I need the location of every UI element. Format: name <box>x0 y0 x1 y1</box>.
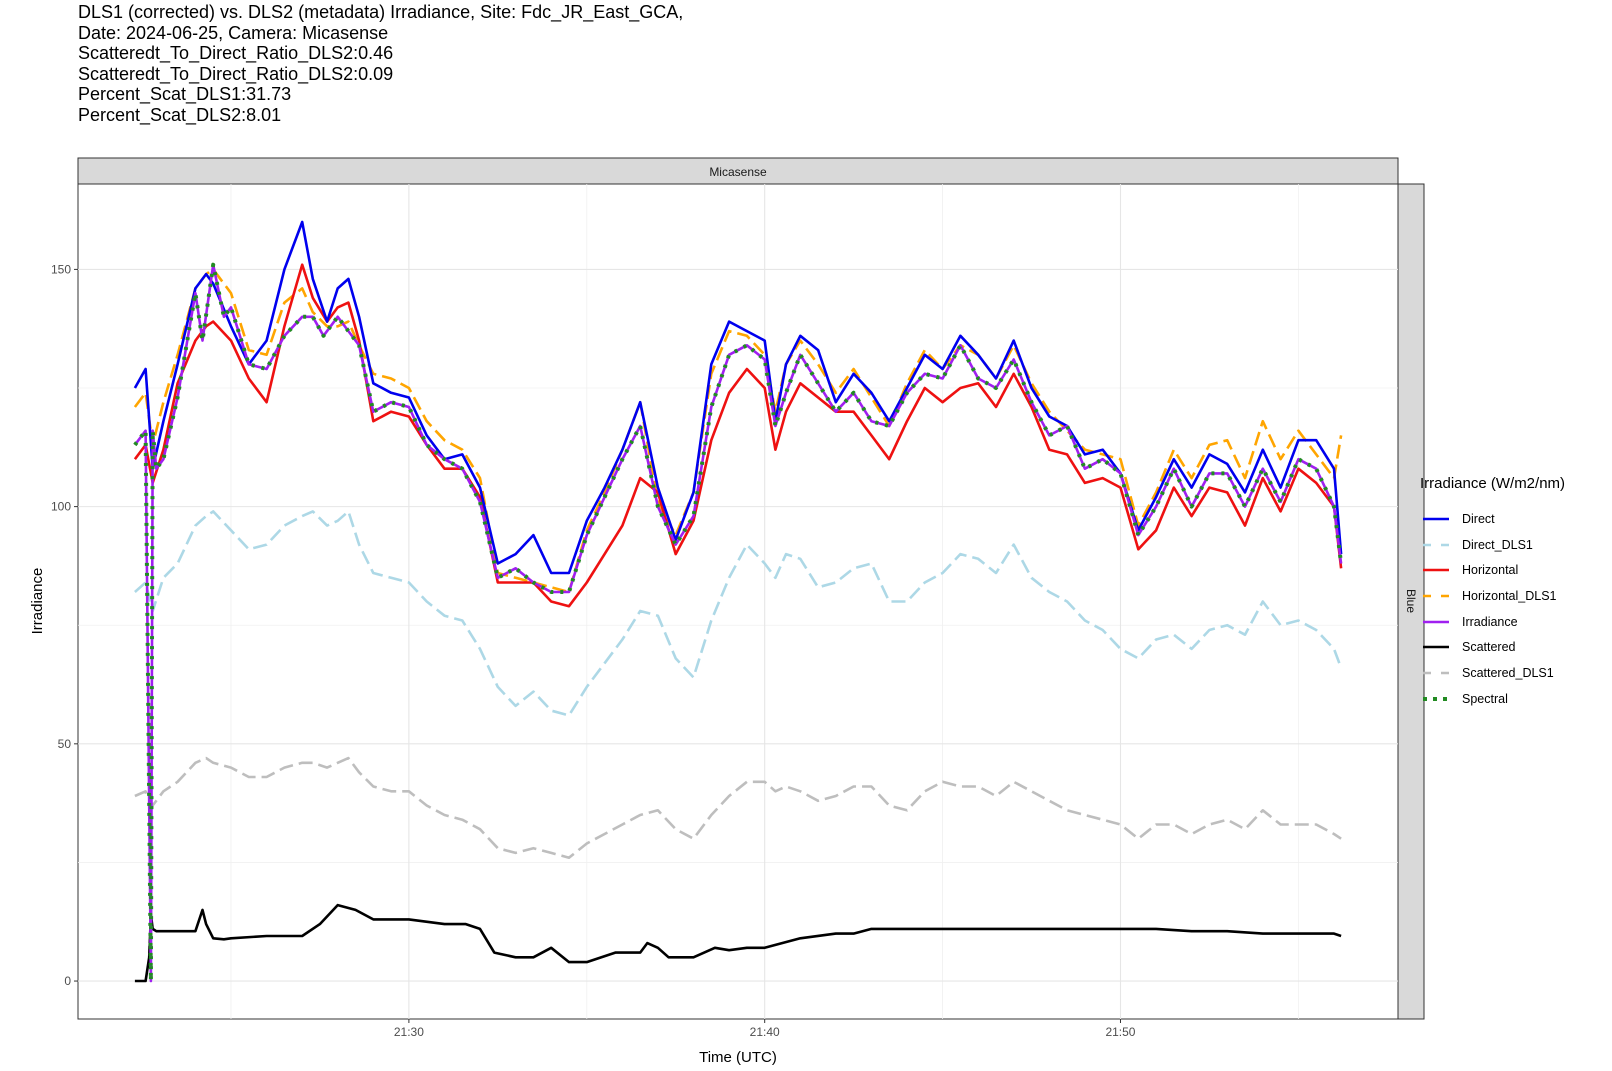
y-tick-label: 0 <box>64 974 71 988</box>
x-tick-label: 21:50 <box>1105 1025 1135 1039</box>
legend-item: Direct <box>1420 506 1565 532</box>
legend-key <box>1423 620 1449 623</box>
legend: Irradiance (W/m2/nm) Direct Direct_DLS1 Ho… <box>1420 475 1565 712</box>
title-line-4: Scatteredt_To_Direct_Ratio_DLS2:0.46 <box>78 43 394 64</box>
legend-item: Irradiance <box>1420 609 1565 635</box>
title-line-3: Date: 2024-06-25, Camera: Micasense <box>78 22 389 43</box>
series-line-scattered-dls1 <box>134 756 1342 859</box>
chart-title-block: DLS1 (corrected) vs. DLS2 (metadata) Irr… <box>78 2 683 126</box>
series-line-horizontal-dls1 <box>133 268 1343 594</box>
legend-key <box>1423 645 1449 649</box>
legend-key <box>1423 594 1449 598</box>
legend-item: Spectral <box>1420 686 1565 712</box>
axes: 0 50 100 150 21:30 21:40 21:50 <box>51 262 1136 1039</box>
title-line-1: DLS1 (corrected) vs. DLS2 (metadata) Irr… <box>78 2 684 22</box>
legend-item: Scattered <box>1420 634 1565 660</box>
series-line-spectral <box>133 262 1344 983</box>
legend-item: Scattered_DLS1 <box>1420 660 1565 686</box>
title-line-5: Scatteredt_To_Direct_Ratio_DLS2:0.09 <box>78 63 394 84</box>
legend-key <box>1423 517 1449 521</box>
legend-label: Direct <box>1462 511 1495 526</box>
legend-label: Scattered_DLS1 <box>1462 665 1554 680</box>
title-line-7: Percent_Scat_DLS2:8.01 <box>78 104 282 125</box>
legend-item: Direct_DLS1 <box>1420 532 1565 558</box>
series-line-scattered <box>134 903 1342 983</box>
title-line-6: Percent_Scat_DLS1:31.73 <box>78 84 292 105</box>
legend-label: Irradiance <box>1462 614 1518 629</box>
y-axis-title: Irradiance <box>29 568 46 635</box>
legend-item: Horizontal <box>1420 557 1565 583</box>
series-layer <box>133 220 1344 983</box>
facet-strip-top-label: Micasense <box>709 165 767 179</box>
grid-lines <box>78 184 1398 1019</box>
legend-label: Spectral <box>1462 691 1508 706</box>
legend-label: Horizontal <box>1462 563 1519 578</box>
legend-key <box>1423 671 1449 675</box>
facet-strip-top: Micasense <box>77 157 1399 185</box>
legend-item: Horizontal_DLS1 <box>1420 583 1565 609</box>
y-tick-label: 100 <box>51 500 71 514</box>
x-tick-label: 21:30 <box>394 1025 424 1039</box>
legend-label: Scattered <box>1462 640 1516 655</box>
plot-panel <box>77 183 1399 1020</box>
legend-label: Horizontal_DLS1 <box>1462 588 1557 603</box>
legend-key <box>1423 696 1449 701</box>
legend-items: Direct Direct_DLS1 Horizontal Horizontal_DL… <box>1420 506 1565 712</box>
series-line-direct-dls1 <box>134 510 1343 717</box>
y-tick-label: 50 <box>58 737 72 751</box>
series-line-horizontal <box>133 263 1343 608</box>
x-axis-title: Time (UTC) <box>699 1049 777 1066</box>
legend-label: Direct_DLS1 <box>1462 537 1533 552</box>
legend-key <box>1423 568 1449 572</box>
legend-key <box>1423 543 1449 546</box>
x-tick-label: 21:40 <box>750 1025 780 1039</box>
facet-strip-right-label: Blue <box>1404 589 1418 613</box>
y-tick-label: 150 <box>51 262 71 276</box>
legend-title: Irradiance (W/m2/nm) <box>1420 475 1566 492</box>
facet-strip-right: Blue <box>1397 183 1425 1020</box>
